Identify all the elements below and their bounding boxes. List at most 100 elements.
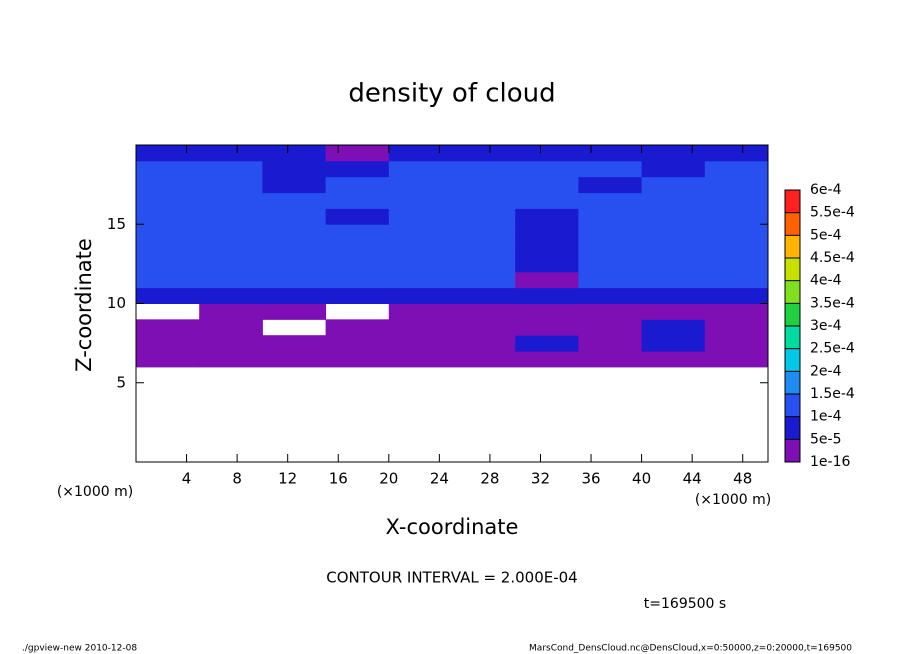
heat-cell [704, 335, 769, 352]
heat-cell [199, 287, 263, 304]
x-tick-label: 8 [232, 470, 242, 488]
heat-cell [704, 176, 769, 194]
heat-cell [199, 351, 263, 368]
heat-cell [641, 160, 706, 178]
heat-cell [452, 287, 516, 304]
heat-cell [452, 176, 516, 194]
heat-cell [578, 351, 643, 368]
heat-cell [704, 271, 769, 289]
heat-cell [452, 192, 516, 209]
heat-cell [452, 224, 516, 241]
heat-cell [578, 319, 643, 336]
heat-cell [641, 335, 706, 352]
heat-cell [199, 176, 263, 194]
heat-cell [641, 145, 706, 162]
x-tick-label: 24 [430, 470, 449, 488]
heat-cell [388, 240, 453, 257]
heat-cell [515, 351, 579, 368]
heat-cell [452, 255, 516, 273]
heat-cell [578, 240, 643, 257]
colorbar-swatch [785, 280, 800, 304]
heat-cell [452, 303, 516, 320]
heat-cell [704, 351, 769, 368]
heat-cell [578, 145, 643, 162]
heat-cell [136, 145, 200, 162]
heat-cell [515, 224, 579, 241]
heat-cell [388, 287, 453, 304]
heat-cell [262, 176, 327, 194]
heat-cell [641, 271, 706, 289]
heat-cell [262, 208, 327, 225]
x-tick-label: 20 [379, 470, 398, 488]
colorbar-swatch [785, 416, 800, 440]
colorbar-label: 2.5e-4 [810, 341, 855, 357]
heat-cell [262, 255, 327, 273]
colorbar-swatch [785, 190, 800, 213]
heat-cell [199, 335, 263, 352]
heat-cell [325, 192, 390, 209]
heat-cell [578, 271, 643, 289]
heat-cell [325, 271, 390, 289]
heat-cell [199, 224, 263, 241]
heat-cell [704, 303, 769, 320]
heat-cell [388, 160, 453, 178]
heat-cell [262, 351, 327, 368]
x-tick-label: 4 [182, 470, 192, 488]
heat-cell [136, 319, 200, 336]
colorbar-label: 5e-5 [810, 431, 841, 447]
heat-cell [641, 255, 706, 273]
heat-cell [388, 176, 453, 194]
colorbar-swatch [785, 258, 800, 281]
heat-cell [704, 287, 769, 304]
heat-cell [136, 351, 200, 368]
colorbar-swatch [785, 235, 800, 258]
heat-cell [515, 287, 579, 304]
colorbar-label: 1e-4 [810, 409, 842, 425]
heat-cell [199, 192, 263, 209]
heat-cell [136, 176, 200, 194]
heat-cell [515, 255, 579, 273]
heat-cell [262, 192, 327, 209]
heat-cell [515, 271, 579, 289]
heat-cell [199, 255, 263, 273]
heat-cell [704, 208, 769, 225]
heat-cell [452, 319, 516, 336]
heat-cell [262, 224, 327, 241]
heat-cell [325, 287, 390, 304]
y-tick-label: 10 [107, 294, 126, 312]
heat-cell [325, 145, 390, 162]
chart-title: density of cloud [348, 79, 555, 109]
heat-cell [578, 208, 643, 225]
heat-cell [325, 176, 390, 194]
heat-cell [704, 240, 769, 257]
heat-cell [578, 160, 643, 178]
heat-cell [262, 240, 327, 257]
heat-cell [388, 145, 453, 162]
heat-cell [136, 208, 200, 225]
heat-cell [136, 335, 200, 352]
x-tick-label: 12 [278, 470, 297, 488]
heat-cell [641, 303, 706, 320]
heat-cell [136, 287, 200, 304]
colorbar-label: 5.5e-4 [810, 205, 855, 221]
x-unit-left: (×1000 m) [57, 484, 133, 500]
heat-cell [452, 160, 516, 178]
heat-cell [388, 271, 453, 289]
heat-cell [199, 303, 263, 320]
colorbar-swatch [785, 439, 800, 462]
heat-cell [325, 351, 390, 368]
x-unit-right: (×1000 m) [695, 492, 771, 508]
x-tick-label: 48 [733, 470, 752, 488]
heat-cell [578, 176, 643, 194]
x-tick-label: 28 [480, 470, 499, 488]
colorbar-label: 4.5e-4 [810, 250, 855, 266]
heat-cell [641, 176, 706, 194]
colorbar-label: 5e-4 [810, 227, 842, 243]
heat-cell [199, 271, 263, 289]
heat-cell [641, 192, 706, 209]
heat-cell [452, 335, 516, 352]
heat-cell [325, 335, 390, 352]
heat-cell [515, 208, 579, 225]
x-tick-label: 44 [683, 470, 702, 488]
